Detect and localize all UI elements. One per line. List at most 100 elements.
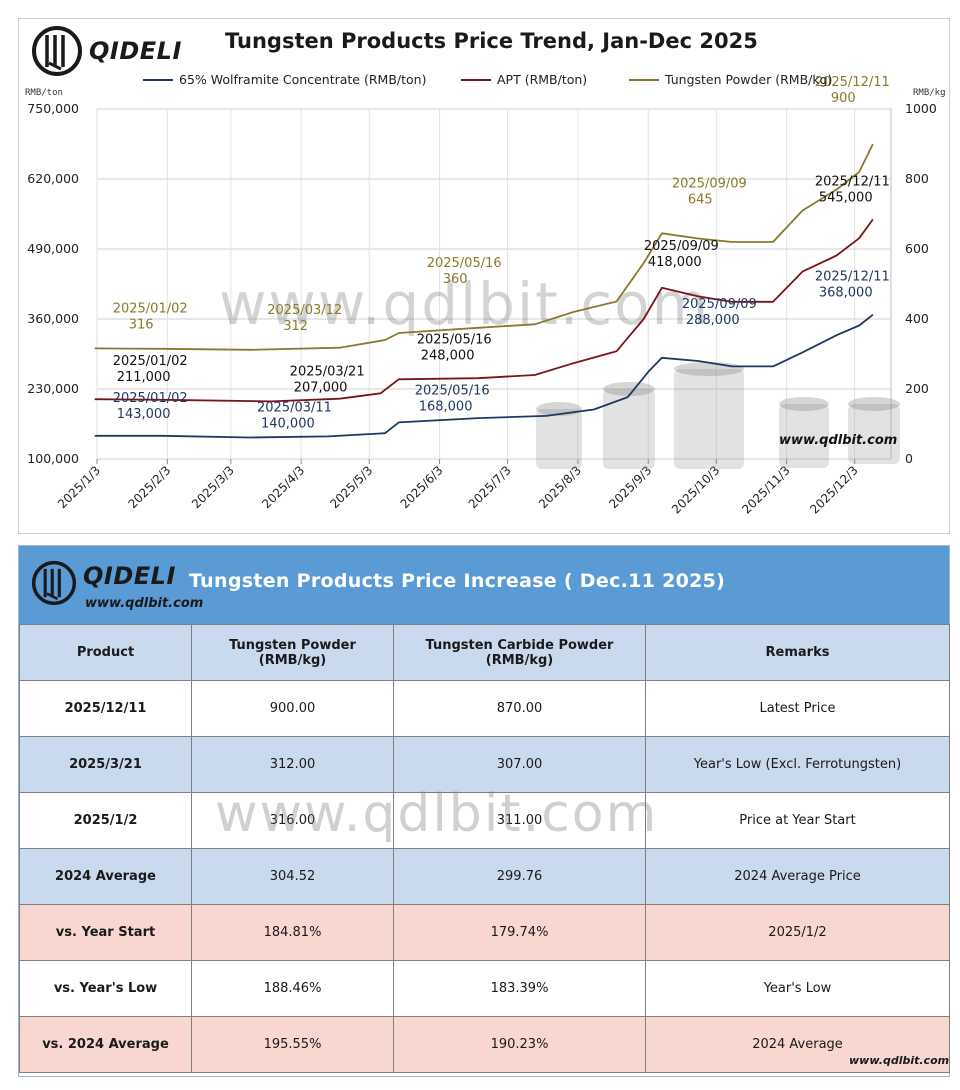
right-axis-unit: RMB/kg	[913, 88, 946, 98]
drill-bit-image	[779, 404, 829, 468]
annotation-date: 2025/03/21	[290, 364, 365, 379]
table-row: vs. 2024 Average 195.55% 190.23% 2024 Avera…	[19, 1016, 950, 1073]
legend-label-apt: APT (RMB/ton)	[497, 72, 588, 87]
annotation-value: 316	[129, 317, 154, 332]
drill-bit-image	[674, 369, 744, 469]
annotation-date: 2025/03/12	[267, 303, 342, 318]
table-cell: vs. Year Start	[19, 904, 192, 961]
table-cell: 184.81%	[191, 904, 394, 961]
x-tick-label: 2025/12/3	[807, 463, 860, 516]
table-cell: 195.55%	[191, 1016, 394, 1073]
annotation-date: 2025/12/11	[815, 174, 890, 189]
series-line-1	[94, 218, 874, 403]
drill-bit-head	[674, 362, 744, 376]
annotation-value: 360	[443, 272, 468, 287]
y-tick-label-right: 0	[905, 451, 913, 466]
table-row: 2025/12/11 900.00 870.00 Latest Price	[19, 680, 950, 737]
table-cell: 307.00	[393, 736, 646, 793]
left-axis-unit: RMB/ton	[25, 88, 63, 98]
annotation-value: 288,000	[686, 313, 740, 328]
x-tick-label: 2025/4/3	[259, 463, 307, 511]
chart-title: Tungsten Products Price Trend, Jan-Dec 2…	[225, 29, 758, 53]
annotation-date: 2025/12/11	[815, 270, 890, 285]
x-tick-label: 2025/6/3	[398, 463, 446, 511]
table-cell: 870.00	[393, 680, 646, 737]
column-header: Remarks	[645, 624, 950, 681]
watermark-chart: www.qdlbit.com	[219, 270, 710, 338]
table-cell: 2025/1/2	[645, 904, 950, 961]
y-tick-label-left: 750,000	[27, 101, 79, 116]
legend-swatch-apt	[461, 78, 491, 81]
annotation-value: 418,000	[648, 255, 702, 270]
qideli-logo: QIDELI	[31, 25, 182, 77]
annotation-value: 140,000	[261, 416, 315, 431]
column-header: Tungsten Powder (RMB/kg)	[191, 624, 394, 681]
legend-label-powder: Tungsten Powder (RMB/kg)	[665, 72, 833, 87]
table-cell: Year's Low	[645, 960, 950, 1017]
annotation-value: 143,000	[117, 407, 171, 422]
table-cell: 179.74%	[393, 904, 646, 961]
legend-item-wolframite: 65% Wolframite Concentrate (RMB/ton)	[143, 72, 426, 87]
annotation-value: 645	[688, 192, 713, 207]
table-header-row: Product Tungsten Powder (RMB/kg) Tungsten …	[19, 624, 950, 681]
y-tick-label-left: 620,000	[27, 171, 79, 186]
price-trend-chart: 100,000 230,000 360,000 490,000 620,000 750,0…	[25, 75, 946, 517]
annotation-value: 900	[831, 91, 856, 106]
table-cell: 2025/12/11	[19, 680, 192, 737]
drill-bit-head	[848, 397, 900, 411]
price-increase-table: Product Tungsten Powder (RMB/kg) Tungsten …	[19, 624, 950, 1073]
table-cell: 183.39%	[393, 960, 646, 1017]
table-row: 2024 Average 304.52 299.76 2024 Average Pri…	[19, 848, 950, 905]
annotation-value: 207,000	[294, 380, 348, 395]
annotation-value: 248,000	[421, 348, 475, 363]
y-tick-label-left: 100,000	[27, 451, 79, 466]
annotation-date: 2025/05/16	[427, 256, 502, 271]
table-row: 2025/3/21 312.00 307.00 Year's Low (Excl. F…	[19, 736, 950, 793]
legend-item-apt: APT (RMB/ton)	[461, 72, 587, 87]
table-cell: 2025/3/21	[19, 736, 192, 793]
table-cell: 2024 Average	[645, 1016, 950, 1073]
table-cell: vs. Year's Low	[19, 960, 192, 1017]
table-cell: Price at Year Start	[645, 792, 950, 849]
x-tick-label: 2025/2/3	[125, 463, 173, 511]
x-tick-label: 2025/7/3	[466, 463, 514, 511]
x-tick-label: 2025/11/3	[739, 463, 792, 516]
annotation-date: 2025/05/16	[417, 332, 492, 347]
column-header: Tungsten Carbide Powder (RMB/kg)	[393, 624, 646, 681]
brand-name: QIDELI	[89, 37, 182, 65]
table-cell: 188.46%	[191, 960, 394, 1017]
brand-name-table: QIDELI	[83, 562, 176, 590]
annotation-value: 312	[283, 319, 308, 334]
table-cell: 311.00	[393, 792, 646, 849]
x-tick-label: 2025/8/3	[536, 463, 584, 511]
annotation-date: 2025/09/09	[672, 176, 747, 191]
annotation-date: 2025/03/11	[257, 400, 332, 415]
y-tick-label-right: 800	[905, 171, 929, 186]
annotation-value: 168,000	[419, 399, 473, 414]
series-line-2	[94, 143, 874, 351]
annotation-date: 2025/05/16	[415, 383, 490, 398]
annotation-value: 368,000	[819, 286, 873, 301]
x-tick-label: 2025/10/3	[669, 463, 722, 516]
annotation-date: 2025/09/09	[682, 297, 757, 312]
table-cell: 299.76	[393, 848, 646, 905]
legend-item-powder: Tungsten Powder (RMB/kg)	[629, 72, 832, 87]
y-tick-label-left: 490,000	[27, 241, 79, 256]
table-cell: Year's Low (Excl. Ferrotungsten)	[645, 736, 950, 793]
qideli-logo-icon	[31, 560, 77, 606]
table-cell: 2024 Average Price	[645, 848, 950, 905]
table-cell: 312.00	[191, 736, 394, 793]
drill-bit-image	[848, 404, 900, 464]
table-row: 2025/1/2 316.00 311.00 Price at Year Start	[19, 792, 950, 849]
site-url-header: www.qdlbit.com	[85, 596, 204, 611]
site-url-chart: www.qdlbit.com	[779, 433, 897, 448]
table-row: vs. Year's Low 188.46% 183.39% Year's Low	[19, 960, 950, 1017]
table-title: Tungsten Products Price Increase ( Dec.1…	[189, 570, 726, 592]
table-header: QIDELI www.qdlbit.com Tungsten Products …	[19, 546, 949, 624]
legend-swatch-powder	[629, 78, 659, 81]
qideli-logo-table: QIDELI	[31, 560, 176, 606]
qideli-logo-icon	[32, 26, 82, 76]
table-row: vs. Year Start 184.81% 179.74% 2025/1/2	[19, 904, 950, 961]
series-line-0	[94, 313, 874, 439]
annotation-date: 2025/09/09	[644, 239, 719, 254]
